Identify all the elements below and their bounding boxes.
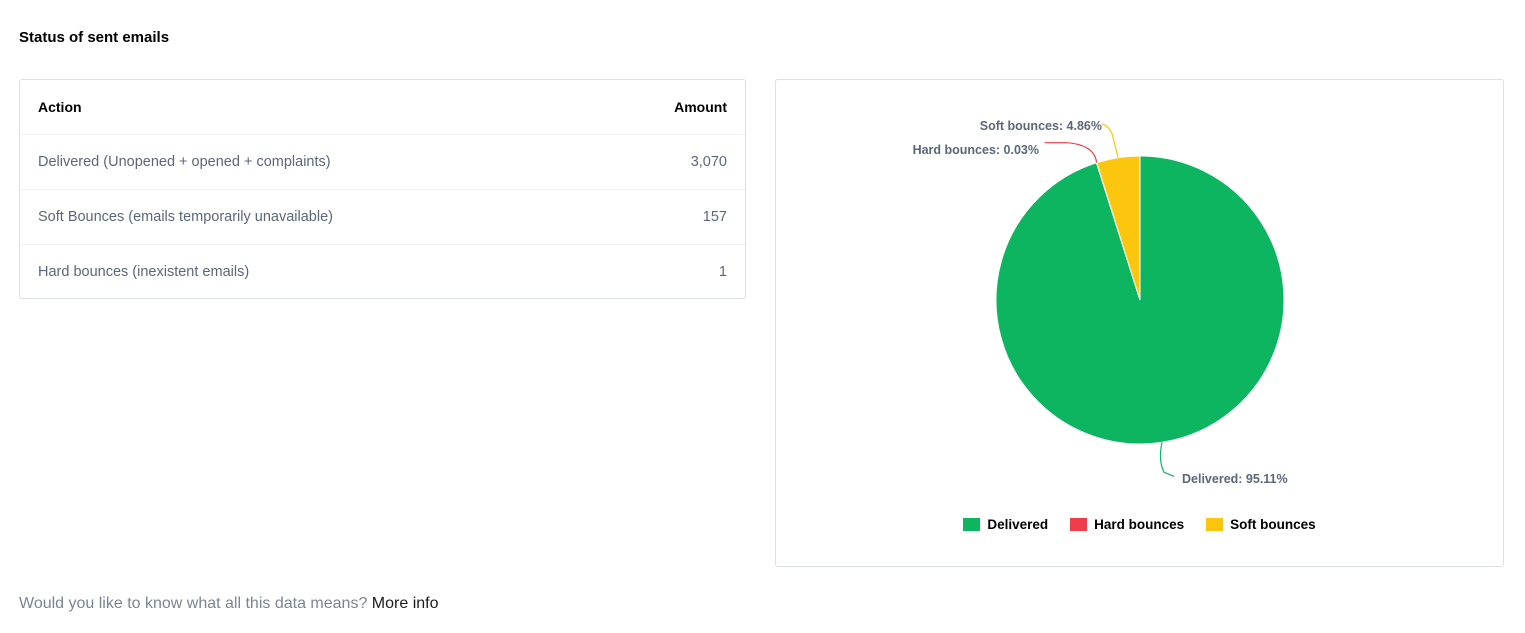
email-status-table-card: Action Amount Delivered (Unopened + open… xyxy=(19,79,746,299)
row-action: Hard bounces (inexistent emails) xyxy=(38,264,250,280)
legend-swatch-soft-bounces xyxy=(1206,518,1224,531)
footer-help: Would you like to know what all this dat… xyxy=(19,595,439,613)
table-header-row: Action Amount xyxy=(20,80,745,135)
table-row: Delivered (Unopened + opened + complaint… xyxy=(20,134,745,190)
connector-delivered xyxy=(1159,442,1175,477)
email-status-chart-card: Delivered: 95.11% Hard bounces: 0.03% Soft… xyxy=(775,79,1504,567)
chart-legend: Delivered Hard bounces Soft bounces xyxy=(776,517,1503,532)
legend-item-delivered[interactable]: Delivered xyxy=(963,517,1048,532)
section-title: Status of sent emails xyxy=(19,29,170,46)
column-header-action: Action xyxy=(20,80,592,135)
legend-label: Hard bounces xyxy=(1094,517,1185,532)
legend-swatch-delivered xyxy=(963,518,981,531)
table-row: Soft Bounces (emails temporarily unavail… xyxy=(20,189,745,245)
legend-label: Delivered xyxy=(987,517,1049,532)
table-row: Hard bounces (inexistent emails) 1 xyxy=(20,245,745,300)
connector-soft-bounces xyxy=(1101,123,1119,158)
legend-item-hard-bounces[interactable]: Hard bounces xyxy=(1070,517,1184,532)
legend-item-soft-bounces[interactable]: Soft bounces xyxy=(1206,517,1316,532)
data-label-delivered: Delivered: 95.11% xyxy=(1182,472,1288,486)
more-info-link[interactable]: More info xyxy=(371,595,439,612)
row-amount: 1 xyxy=(718,264,727,280)
data-label-soft-bounces: Soft bounces: 4.86% xyxy=(980,119,1102,133)
connector-hard-bounces xyxy=(1044,142,1098,163)
legend-label: Soft bounces xyxy=(1230,517,1316,532)
footer-text: Would you like to know what all this dat… xyxy=(19,595,368,612)
column-header-amount: Amount xyxy=(591,80,745,135)
pie-chart: Delivered: 95.11% Hard bounces: 0.03% Soft… xyxy=(913,119,1288,486)
row-amount: 3,070 xyxy=(591,134,745,190)
row-action: Soft Bounces (emails temporarily unavail… xyxy=(20,189,592,245)
legend-swatch-hard-bounces xyxy=(1070,518,1088,531)
row-amount: 157 xyxy=(591,189,745,245)
data-label-hard-bounces: Hard bounces: 0.03% xyxy=(913,143,1039,157)
row-action: Delivered (Unopened + opened + complaint… xyxy=(20,134,592,190)
email-status-table: Action Amount Delivered (Unopened + open… xyxy=(20,80,745,299)
